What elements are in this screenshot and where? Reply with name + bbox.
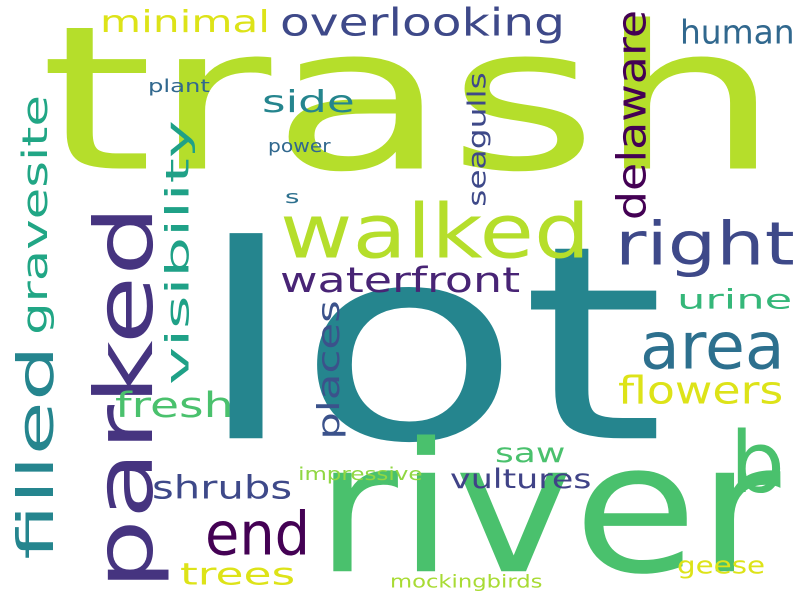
word-shrubs: shrubs bbox=[151, 469, 293, 507]
word-right: right bbox=[615, 209, 795, 280]
word-plant: plant bbox=[148, 76, 210, 97]
word-side: side bbox=[262, 85, 355, 120]
word-mockingbirds: mockingbirds bbox=[389, 570, 543, 592]
word-minimal: minimal bbox=[99, 5, 271, 40]
word-walked: walked bbox=[280, 188, 591, 276]
word-waterfront: waterfront bbox=[279, 260, 521, 301]
word-urine: urine bbox=[676, 284, 793, 316]
word-area: area bbox=[639, 309, 785, 385]
word-fresh: fresh bbox=[114, 385, 234, 426]
word-delaware: delaware bbox=[608, 9, 655, 221]
word-impressive: impressive bbox=[298, 464, 423, 485]
word-river: river bbox=[314, 404, 781, 600]
word-power: power bbox=[268, 136, 331, 157]
word-trash: trash bbox=[39, 0, 781, 217]
word-vultures: vultures bbox=[450, 463, 592, 495]
word-b: b bbox=[729, 413, 785, 512]
word-flowers: flowers bbox=[617, 369, 784, 413]
word-seagulls: seagulls bbox=[462, 72, 492, 207]
word-lot: lot bbox=[195, 187, 665, 503]
word-human: human bbox=[679, 14, 795, 52]
word-s: s bbox=[284, 187, 300, 208]
word-places: places bbox=[312, 300, 347, 440]
word-trees: trees bbox=[179, 557, 296, 593]
word-overlooking: overlooking bbox=[280, 0, 565, 45]
word-saw: saw bbox=[494, 437, 566, 470]
word-filled: filled bbox=[7, 345, 66, 560]
word-visibility: visibility bbox=[159, 120, 197, 385]
word-end: end bbox=[205, 499, 311, 570]
word-geese: geese bbox=[676, 552, 766, 580]
word-gravesite: gravesite bbox=[15, 95, 56, 335]
